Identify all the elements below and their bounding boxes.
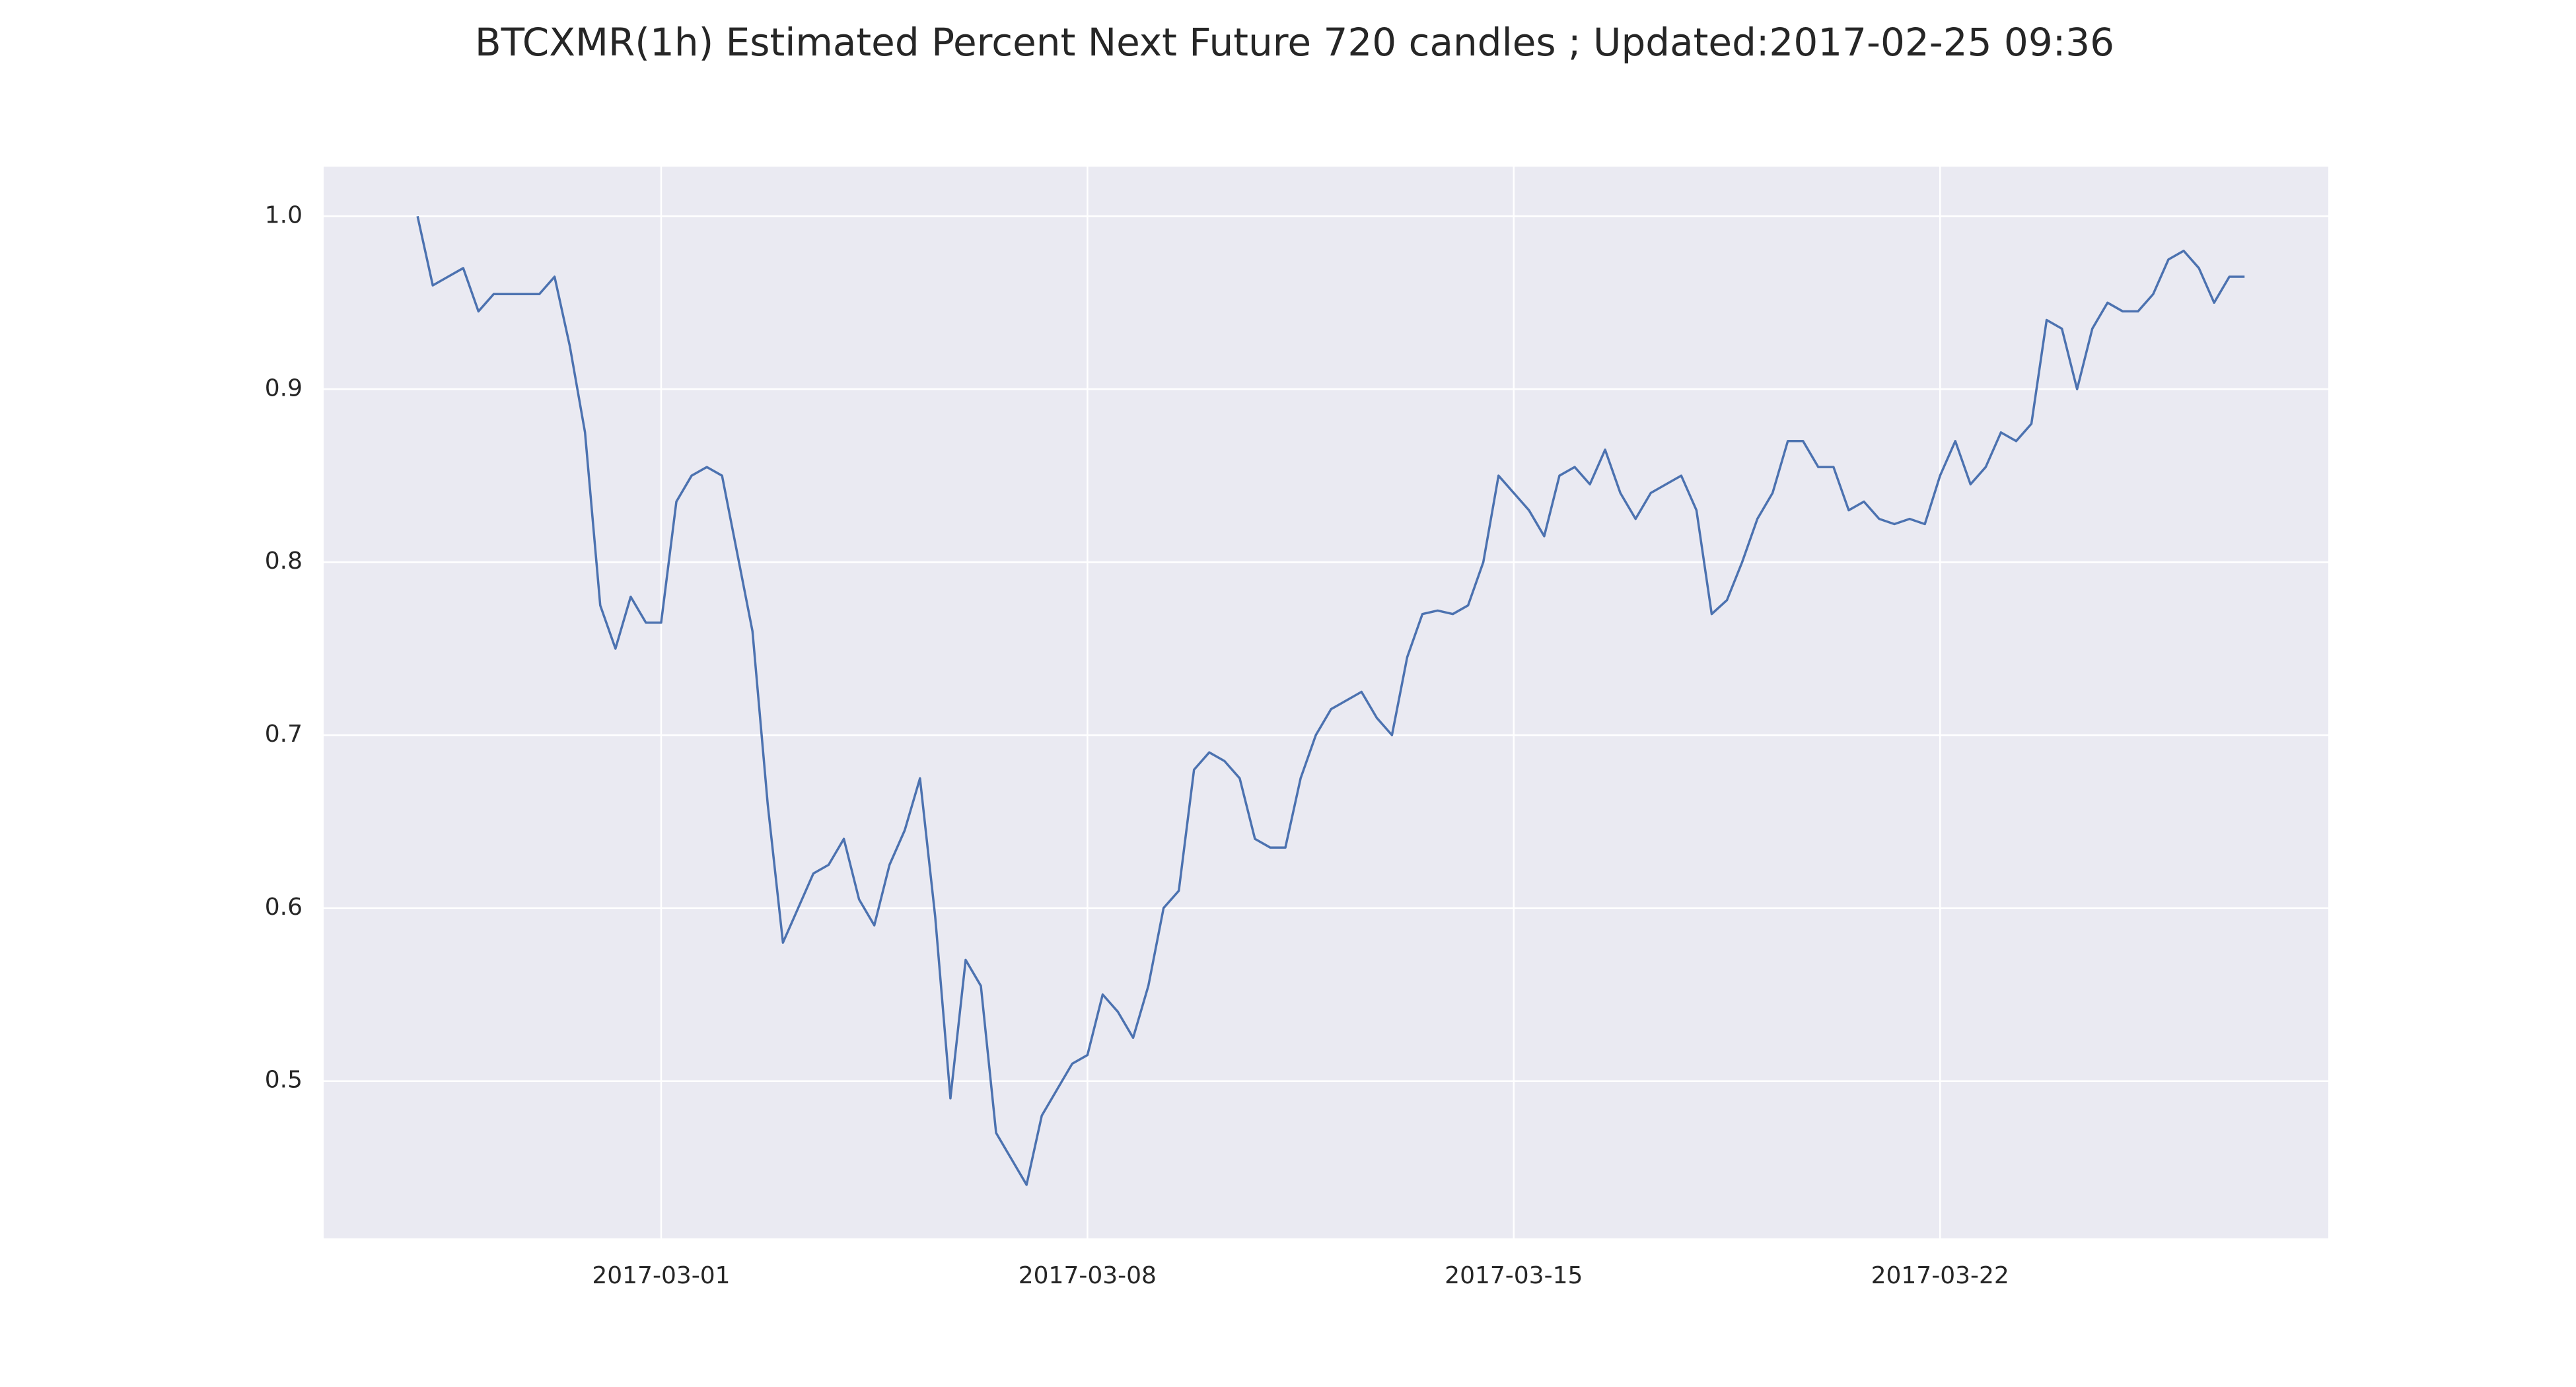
- plot-background: [324, 166, 2328, 1238]
- y-tick-label: 0.6: [265, 894, 303, 921]
- y-tick-label: 0.8: [265, 548, 303, 575]
- x-tick-label: 2017-03-22: [1871, 1262, 2009, 1289]
- chart-title: BTCXMR(1h) Estimated Percent Next Future…: [475, 20, 2114, 65]
- x-tick-label: 2017-03-01: [592, 1262, 730, 1289]
- y-tick-label: 0.5: [265, 1067, 303, 1094]
- data-line: [416, 216, 2245, 1186]
- y-tick-label: 0.9: [265, 374, 303, 402]
- x-tick-label: 2017-03-15: [1445, 1262, 1583, 1289]
- y-tick-label: 1.0: [265, 201, 303, 229]
- x-tick-label: 2017-03-08: [1019, 1262, 1157, 1289]
- y-tick-label: 0.7: [265, 721, 303, 748]
